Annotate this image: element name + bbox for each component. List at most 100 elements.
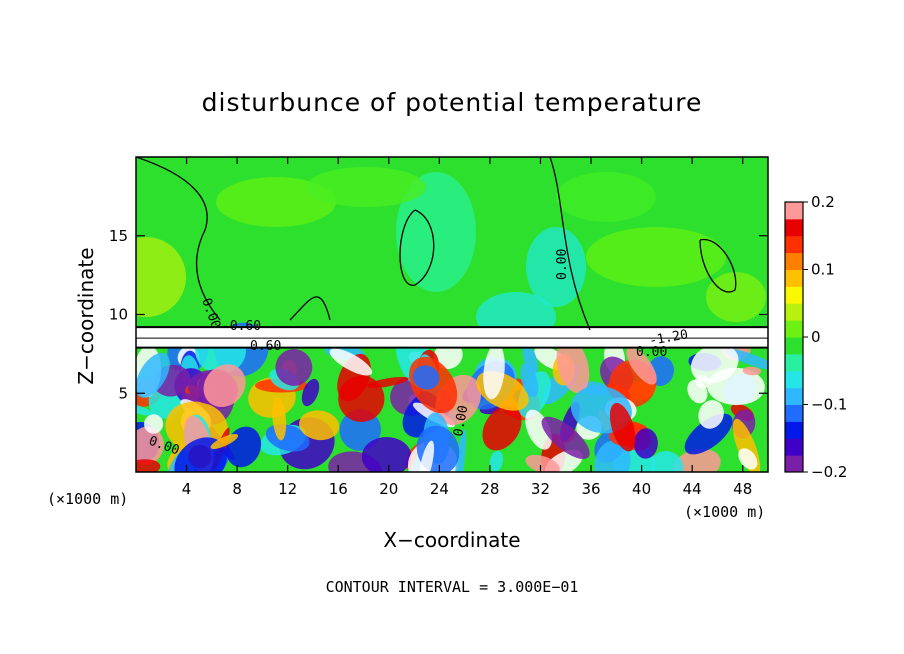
- colorbar-segment: [785, 303, 803, 321]
- turbulent-patch: [541, 416, 590, 460]
- x-tick-label: 28: [480, 480, 499, 498]
- contour-line: [399, 209, 435, 286]
- colorbar-segment: [785, 286, 803, 304]
- turbulent-patch: [684, 413, 733, 455]
- colorbar-segment: [785, 353, 803, 372]
- colorbar-tick-label: 0.1: [811, 261, 835, 279]
- turbulent-patch: [556, 337, 590, 394]
- colorbar-tick-label: 0.2: [811, 193, 835, 211]
- colorbar-segment: [785, 202, 803, 220]
- x-tick-label: 40: [632, 480, 651, 498]
- colorbar-tick-label: 0: [811, 328, 821, 346]
- turbulent-patch: [672, 448, 721, 472]
- field-patch: [306, 167, 426, 207]
- x-tick-label: 8: [232, 480, 242, 498]
- turbulent-patch: [650, 451, 684, 472]
- contour-line: [549, 157, 591, 331]
- x-axis-label: X−coordinate: [383, 528, 521, 552]
- contour-label: -1.20: [648, 327, 689, 349]
- x-unit-label-right: (×1000 m): [684, 503, 766, 521]
- interface-band: [136, 327, 768, 348]
- field-patch: [396, 172, 476, 292]
- contour-line: [289, 296, 331, 321]
- colorbar-tick-label: −0.1: [811, 396, 847, 414]
- turbulent-patch: [144, 414, 164, 434]
- turbulent-patch: [626, 346, 657, 385]
- field-patch: [136, 237, 186, 317]
- turbulent-patch: [690, 343, 739, 384]
- x-tick-label: 44: [683, 480, 702, 498]
- turbulent-patch: [520, 363, 539, 398]
- turbulent-patch: [525, 454, 560, 472]
- turbulent-patch: [174, 437, 227, 472]
- x-tick-label: 48: [733, 480, 752, 498]
- colorbar-segment: [785, 252, 803, 270]
- turbulent-patch: [433, 341, 463, 370]
- turbulent-patch: [482, 405, 522, 451]
- contour-line: [136, 157, 221, 321]
- x-tick-label: 16: [329, 480, 348, 498]
- turbulent-patch: [633, 428, 658, 459]
- contour-interval-note: CONTOUR INTERVAL = 3.000E−01: [325, 578, 579, 596]
- turbulent-patch: [301, 378, 320, 407]
- turbulent-patch: [136, 352, 170, 398]
- contour-label: 0.00: [636, 345, 667, 360]
- contour-line: [699, 238, 737, 293]
- turbulent-patch: [594, 440, 631, 472]
- colorbar-tick-label: −0.2: [811, 463, 847, 481]
- field-patch: [556, 172, 656, 222]
- x-tick-label: 32: [531, 480, 550, 498]
- turbulent-patch: [299, 410, 340, 441]
- x-unit-label-left: (×1000 m): [47, 490, 129, 508]
- colorbar-segment: [785, 218, 803, 237]
- turbulent-patch: [361, 437, 412, 472]
- y-tick-label: 10: [109, 306, 128, 324]
- turbulent-patch: [742, 366, 762, 376]
- turbulent-patch: [412, 365, 440, 390]
- contour-label: -0.60: [222, 319, 261, 334]
- turbulent-patch: [210, 433, 239, 450]
- colorbar-segment: [785, 337, 803, 355]
- x-tick-label: 4: [182, 480, 192, 498]
- contour-label: 0.60: [250, 339, 281, 354]
- turbulent-patch: [136, 426, 164, 466]
- field-patch: [216, 177, 336, 227]
- turbulent-patch: [489, 450, 504, 472]
- turbulent-patch: [203, 364, 246, 407]
- x-tick-label: 20: [379, 480, 398, 498]
- field-patch: [586, 227, 726, 287]
- colorbar-segment: [785, 269, 803, 287]
- y-tick-label: 5: [118, 384, 128, 402]
- turbulent-patch: [738, 448, 758, 470]
- turbulent-patch: [136, 459, 161, 472]
- chart-title: disturbunce of potential temperature: [201, 88, 703, 117]
- x-tick-label: 12: [278, 480, 297, 498]
- y-tick-label: 15: [109, 227, 128, 245]
- x-tick-label: 24: [430, 480, 449, 498]
- turbulent-patch: [522, 343, 539, 376]
- turbulent-patch: [724, 348, 768, 371]
- turbulent-patch: [338, 375, 385, 422]
- colorbar-segment: [785, 421, 803, 439]
- colorbar: −0.2 −0.1 0 0.1 0.2: [784, 193, 847, 481]
- colorbar-segment: [785, 387, 803, 405]
- turbulent-patch: [698, 400, 724, 429]
- field-patch: [706, 272, 766, 322]
- turbulent-patch: [454, 429, 467, 472]
- turbulent-patch: [687, 379, 708, 404]
- colorbar-segment: [785, 404, 803, 422]
- contour-layer: 0.000.00-0.600.600.000.000.00-1.20: [136, 157, 768, 458]
- contour-label: 0.00: [451, 404, 471, 437]
- contour-label: 0.00: [555, 249, 570, 280]
- turbulent-patch: [272, 396, 287, 441]
- turbulent-patch: [418, 440, 435, 472]
- turbulent-patch: [275, 349, 313, 386]
- colorbar-segment: [785, 438, 803, 456]
- field-layer: [136, 157, 768, 472]
- colorbar-segment: [785, 235, 803, 254]
- colorbar-segment: [785, 320, 803, 338]
- turbulent-patch: [609, 402, 636, 452]
- x-tick-label: 36: [581, 480, 600, 498]
